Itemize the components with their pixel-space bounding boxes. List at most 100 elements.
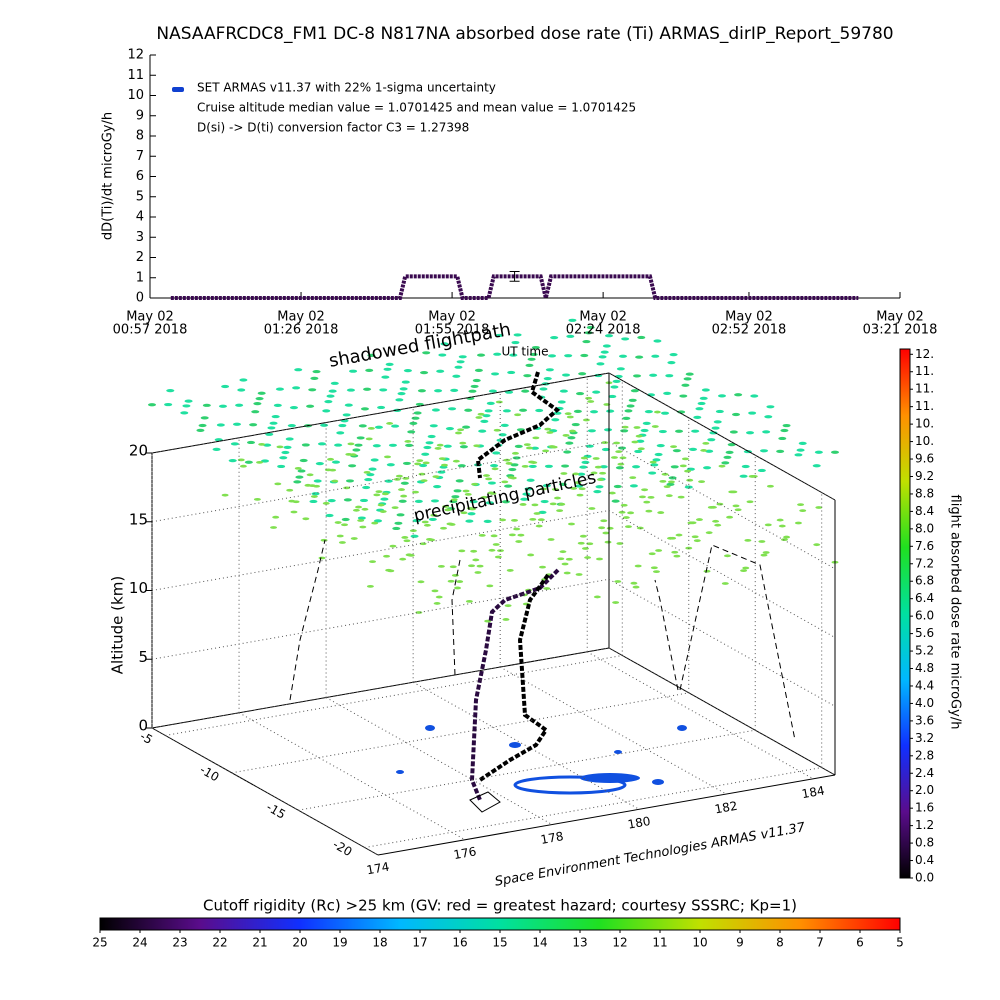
particle xyxy=(437,564,445,568)
colorbar-tick-label: 10. xyxy=(915,417,934,431)
particle xyxy=(297,469,306,473)
particle xyxy=(473,444,481,448)
particle xyxy=(499,518,507,522)
particle xyxy=(402,476,410,480)
particle xyxy=(451,495,460,499)
particle xyxy=(407,553,415,557)
wall-grid xyxy=(608,647,836,776)
particle xyxy=(409,421,418,425)
particle xyxy=(655,549,663,552)
particle xyxy=(715,409,724,414)
particle xyxy=(527,553,535,557)
particle xyxy=(352,508,360,512)
particle xyxy=(409,529,417,533)
particle xyxy=(622,516,630,519)
particle xyxy=(458,549,466,553)
particle xyxy=(561,562,569,566)
particle xyxy=(653,339,662,343)
floor-grid xyxy=(586,651,814,780)
x-tick-label: May 02 xyxy=(428,310,476,325)
particle xyxy=(563,450,572,454)
particle xyxy=(182,404,191,408)
particle xyxy=(675,429,684,433)
particle xyxy=(665,374,674,378)
colorbar-tick-label: 0.4 xyxy=(915,853,934,867)
particle xyxy=(519,408,528,412)
particle xyxy=(514,444,523,448)
particle xyxy=(347,442,355,446)
particle xyxy=(776,518,784,522)
floor-grid xyxy=(325,697,553,825)
particle xyxy=(575,484,584,488)
particle xyxy=(253,497,261,501)
colorbar-tick-label: 7.2 xyxy=(915,556,934,570)
particle xyxy=(415,402,424,407)
particle xyxy=(629,484,638,488)
particle xyxy=(432,475,440,479)
particle xyxy=(574,481,582,484)
particle xyxy=(330,381,339,385)
particle xyxy=(372,444,381,448)
blob xyxy=(425,725,435,731)
particle xyxy=(677,495,685,499)
particle xyxy=(579,534,587,538)
particle xyxy=(465,519,474,523)
particle xyxy=(287,423,296,428)
particle xyxy=(344,403,353,407)
particle xyxy=(550,445,558,449)
particle xyxy=(709,431,718,435)
particle xyxy=(530,461,538,464)
wall-grid xyxy=(151,578,610,660)
particle xyxy=(776,449,785,453)
particle xyxy=(578,372,587,376)
particle xyxy=(560,472,568,475)
particle xyxy=(563,571,571,575)
particle xyxy=(567,436,576,440)
particle xyxy=(350,537,358,540)
particle xyxy=(348,464,357,468)
particle xyxy=(487,481,496,485)
particle xyxy=(492,543,500,546)
particle xyxy=(691,535,699,539)
particle xyxy=(401,536,409,539)
particle xyxy=(299,458,308,463)
particle xyxy=(221,493,229,497)
particle xyxy=(216,423,225,427)
particle xyxy=(384,455,392,459)
particle xyxy=(794,521,802,525)
particle xyxy=(369,560,377,564)
particle xyxy=(412,490,420,494)
x-tick-label: 03:21 2018 xyxy=(863,323,938,338)
particle xyxy=(404,440,412,443)
particle xyxy=(407,430,416,434)
particle xyxy=(568,318,577,322)
particle xyxy=(365,437,373,441)
particle xyxy=(436,369,445,373)
colorbar-tick-label: 12 xyxy=(612,936,627,950)
floor-grid xyxy=(298,729,756,811)
error-bar xyxy=(509,270,520,282)
particle xyxy=(602,344,611,348)
colorbar-tick-label: 8.8 xyxy=(915,486,934,500)
y-tick-label: -15 xyxy=(264,800,288,822)
particle xyxy=(610,385,619,389)
particle xyxy=(698,480,706,484)
particle xyxy=(453,489,462,493)
particle xyxy=(251,410,260,414)
x-tick-label: 178 xyxy=(540,829,565,847)
particle xyxy=(306,473,314,477)
particle xyxy=(450,388,459,392)
particle xyxy=(561,464,570,468)
particle xyxy=(506,569,514,572)
particle xyxy=(381,492,389,496)
particle xyxy=(286,488,294,492)
particle xyxy=(375,490,383,493)
particle xyxy=(328,389,337,393)
particle xyxy=(732,504,740,508)
particle xyxy=(533,512,541,515)
particle xyxy=(423,523,431,527)
particle xyxy=(760,449,769,453)
colorbar-tick-label: 20 xyxy=(292,936,307,950)
box-edge xyxy=(377,774,836,856)
floor-grid xyxy=(231,692,689,774)
